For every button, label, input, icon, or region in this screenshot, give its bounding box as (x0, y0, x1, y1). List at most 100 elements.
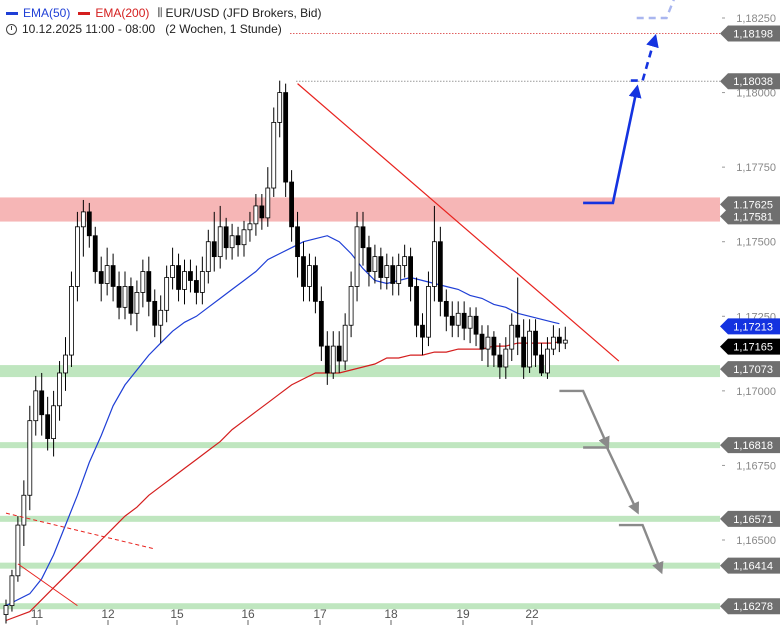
candle-body (420, 324, 425, 338)
ema200-line (5, 341, 560, 622)
candle-body (146, 271, 152, 302)
x-tick-label: 19 (456, 607, 470, 621)
candle-body (241, 229, 247, 246)
y-tick-label: 1,17750 (736, 162, 776, 174)
price-tag-bg (720, 25, 780, 42)
candle-body (289, 181, 295, 228)
candle-body (307, 265, 312, 287)
candle-body (342, 324, 348, 362)
y-tick-label: 1,17500 (736, 237, 776, 249)
candle-body (533, 330, 538, 356)
candle-body (110, 265, 116, 287)
ema200-swatch (78, 11, 91, 15)
old-trend-line (17, 563, 78, 607)
candle-body (295, 226, 300, 258)
ema50-layer (5, 235, 560, 607)
price-tag: 1,18198 (720, 25, 780, 42)
candle-body (360, 226, 366, 249)
price-tag: 1,17213 (720, 318, 780, 335)
ema200-label: EMA(200) (95, 6, 150, 20)
candle-body (193, 280, 199, 293)
bearish-arrow (618, 523, 664, 575)
candle-body (21, 494, 27, 526)
candle-body (152, 300, 158, 326)
candle-body (271, 122, 277, 189)
x-tick-label: 11 (31, 607, 44, 621)
trendlines (5, 83, 620, 607)
candle-body (336, 345, 342, 362)
bullish-arrow-faded (636, 0, 675, 20)
price-tag-bg (720, 510, 780, 527)
candle-body (556, 336, 562, 344)
support-zone (0, 442, 720, 449)
candle-body (122, 286, 128, 308)
candle-body (348, 286, 354, 326)
candle-body (223, 226, 229, 249)
candle-body (384, 265, 390, 278)
candle-body (443, 300, 449, 317)
x-tick-label: 16 (241, 607, 255, 621)
bearish-arrow (583, 446, 640, 515)
price-tag-bg (720, 557, 780, 574)
support-zone (0, 515, 720, 522)
candle-body (33, 390, 39, 422)
candle-body (551, 336, 556, 350)
candle-body (140, 271, 146, 293)
candle-body (485, 336, 491, 350)
resistance-zone (0, 197, 720, 222)
price-tag-label: 1,18038 (733, 76, 773, 88)
candle-body (75, 226, 80, 287)
candle-body (461, 312, 467, 329)
candle-body (431, 241, 437, 287)
candle-body (467, 315, 473, 329)
legend-ema50[interactable]: EMA(50) (6, 5, 70, 21)
candle-body (205, 241, 211, 272)
candle-body (199, 271, 205, 293)
legend-ema200[interactable]: EMA(200) (78, 5, 149, 21)
candle-body (253, 205, 259, 225)
price-tag: 1,18038 (720, 73, 780, 90)
candle-body (521, 336, 527, 368)
bullish-arrow-dashed (630, 33, 659, 82)
candlesticks (3, 80, 568, 624)
bullish-arrow (583, 84, 642, 205)
price-tag: 1,17073 (720, 361, 780, 378)
candle-body (188, 271, 193, 281)
candle-body (15, 524, 21, 577)
candle-body (63, 354, 68, 374)
candle-body (378, 256, 384, 278)
price-tag: 1,16414 (720, 557, 780, 574)
candle-body (372, 256, 378, 272)
candle-body (80, 211, 86, 228)
x-tick-label: 17 (313, 607, 327, 621)
price-tag-bg (720, 338, 780, 355)
price-tag-label: 1,17213 (733, 321, 773, 333)
price-tag: 1,17581 (720, 208, 780, 225)
legend-symbol[interactable]: ⫼ EUR/USD (JFD Brokers, Bid) (157, 5, 321, 21)
price-tag-label: 1,17581 (733, 211, 773, 223)
price-tag-label: 1,18198 (733, 29, 773, 41)
candle-body (45, 414, 51, 439)
candle-body (57, 372, 62, 407)
price-tag-label: 1,16571 (733, 514, 773, 526)
candle-body (497, 354, 503, 368)
candle-body (324, 345, 330, 374)
candle-body (277, 92, 283, 123)
candle-body (402, 256, 408, 266)
candle-body (27, 420, 33, 496)
candle-body (491, 336, 497, 356)
candle-body (86, 211, 92, 237)
old-trend-dashed (5, 512, 155, 550)
time-axis: 11 12 15 16 17 18 19 22 (31, 607, 539, 625)
candle-body (158, 309, 164, 326)
candle-body (330, 345, 336, 374)
candle-body (408, 256, 414, 287)
candle-body (211, 241, 217, 258)
candle-body (182, 271, 187, 290)
bearish-arrow (559, 389, 610, 449)
price-tag-bg (720, 208, 780, 225)
candle-body (9, 575, 15, 607)
candle-body (515, 324, 521, 338)
candle-body (301, 256, 306, 287)
